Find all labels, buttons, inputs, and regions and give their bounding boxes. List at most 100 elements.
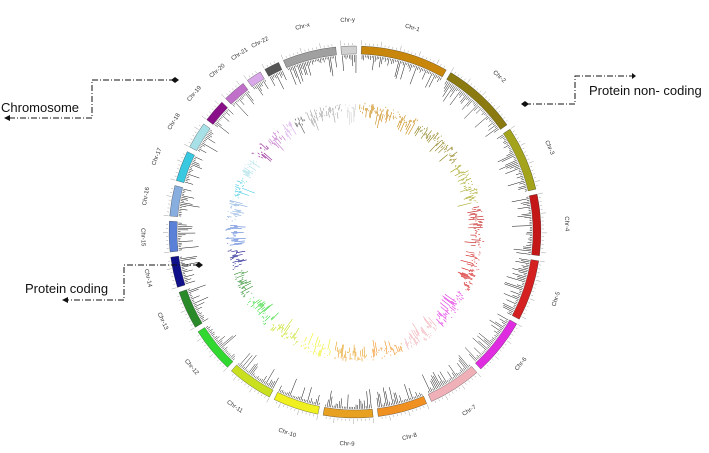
histogram-bar bbox=[447, 371, 453, 380]
protein-coding-mark bbox=[241, 286, 245, 290]
histogram-bar bbox=[463, 368, 466, 371]
histogram-bar bbox=[469, 353, 477, 362]
protein-coding-mark bbox=[229, 200, 243, 204]
histogram-bar bbox=[246, 91, 254, 102]
protein-coding-mark bbox=[436, 136, 440, 140]
tick-mark bbox=[316, 415, 318, 421]
protein-coding-mark bbox=[270, 326, 274, 331]
histogram-bar bbox=[186, 178, 190, 181]
protein-coding-mark bbox=[253, 297, 255, 299]
histogram-bar bbox=[209, 331, 213, 334]
histogram-bar bbox=[221, 334, 237, 349]
histogram-bar bbox=[253, 86, 255, 90]
tick-mark bbox=[188, 320, 191, 323]
protein-coding-mark bbox=[238, 190, 242, 193]
protein-coding-mark bbox=[440, 306, 450, 315]
protein-coding-mark bbox=[283, 318, 293, 331]
chromosome-segment bbox=[475, 319, 517, 370]
protein-coding-mark bbox=[338, 105, 340, 110]
protein-coding-mark bbox=[265, 145, 270, 149]
tick-mark bbox=[452, 391, 454, 394]
protein-coding-mark bbox=[432, 326, 437, 331]
chromosome-label: Chr-6 bbox=[514, 356, 528, 372]
histogram-bar bbox=[451, 372, 456, 378]
histogram-bar bbox=[180, 256, 198, 260]
protein-coding-mark bbox=[257, 310, 259, 312]
tick-mark bbox=[247, 385, 249, 388]
protein-coding-mark bbox=[435, 140, 442, 147]
protein-coding-mark bbox=[429, 134, 431, 137]
histogram-bar bbox=[281, 390, 284, 394]
histogram-bar bbox=[253, 375, 256, 378]
protein-coding-mark bbox=[314, 336, 319, 346]
histogram-bar bbox=[406, 62, 408, 65]
histogram-bar bbox=[449, 84, 453, 89]
histogram-bar bbox=[508, 311, 513, 314]
protein-coding-mark bbox=[425, 338, 428, 341]
histogram-bar bbox=[203, 139, 207, 142]
protein-coding-mark bbox=[272, 326, 277, 332]
histogram-bar bbox=[452, 376, 455, 379]
histogram-bar bbox=[328, 56, 332, 73]
protein-coding-mark bbox=[456, 168, 459, 170]
histogram-bar bbox=[220, 116, 223, 119]
histogram-bar bbox=[376, 397, 379, 408]
protein-coding-mark bbox=[423, 339, 425, 341]
histogram-bar bbox=[208, 132, 212, 136]
protein-coding-mark bbox=[235, 190, 249, 196]
histogram-bar bbox=[260, 378, 263, 383]
histogram-bar bbox=[378, 56, 381, 68]
protein-coding-mark bbox=[425, 130, 432, 139]
protein-coding-mark bbox=[461, 171, 465, 174]
tick-mark bbox=[529, 298, 535, 301]
protein-coding-mark bbox=[459, 189, 468, 193]
tick-mark bbox=[535, 279, 541, 282]
protein-coding-mark bbox=[244, 288, 247, 290]
histogram-bar bbox=[190, 165, 193, 168]
protein-coding-mark bbox=[275, 136, 282, 144]
protein-coding-mark bbox=[465, 178, 472, 181]
protein-coding-mark bbox=[376, 113, 381, 129]
protein-coding-mark bbox=[426, 326, 428, 328]
protein-coding-mark bbox=[261, 306, 265, 310]
histogram-bar bbox=[494, 126, 498, 128]
histogram-bar bbox=[399, 400, 401, 404]
histogram-bar bbox=[265, 369, 275, 385]
tick-mark bbox=[177, 159, 182, 162]
histogram-bar bbox=[493, 128, 500, 133]
tick-mark bbox=[510, 125, 516, 129]
histogram-bar bbox=[185, 181, 194, 185]
protein-coding-mark bbox=[264, 315, 271, 322]
histogram-bar bbox=[497, 330, 501, 334]
histogram-bar bbox=[517, 295, 520, 297]
protein-coding-mark bbox=[397, 120, 401, 128]
protein-coding-mark bbox=[420, 129, 428, 139]
protein-coding-mark bbox=[328, 108, 330, 112]
chromosome-label: Chr-15 bbox=[139, 228, 145, 247]
protein-coding-mark bbox=[385, 109, 389, 120]
histogram-bar bbox=[506, 276, 525, 283]
histogram-bar bbox=[499, 161, 518, 170]
protein-coding-mark bbox=[251, 292, 253, 294]
histogram-bar bbox=[189, 168, 194, 171]
histogram-bar bbox=[518, 268, 528, 271]
histogram-bar bbox=[522, 246, 532, 248]
protein-coding-mark bbox=[391, 347, 393, 351]
protein-coding-mark bbox=[231, 250, 238, 252]
tick-mark bbox=[266, 64, 268, 67]
histogram-bar bbox=[476, 354, 480, 358]
protein-coding-mark bbox=[257, 152, 260, 155]
protein-coding-mark bbox=[470, 272, 474, 274]
histogram-bar bbox=[179, 208, 188, 211]
tick-mark bbox=[221, 94, 225, 98]
tick-mark bbox=[470, 83, 473, 86]
histogram-bar bbox=[180, 203, 200, 208]
histogram-bar bbox=[480, 109, 483, 111]
histogram-bar bbox=[520, 260, 530, 263]
protein-coding-mark bbox=[421, 330, 424, 334]
histogram-bar bbox=[278, 385, 282, 392]
protein-coding-mark bbox=[415, 330, 420, 337]
protein-coding-mark bbox=[444, 294, 457, 303]
histogram-bar bbox=[460, 94, 467, 103]
histogram-bar bbox=[198, 312, 202, 315]
